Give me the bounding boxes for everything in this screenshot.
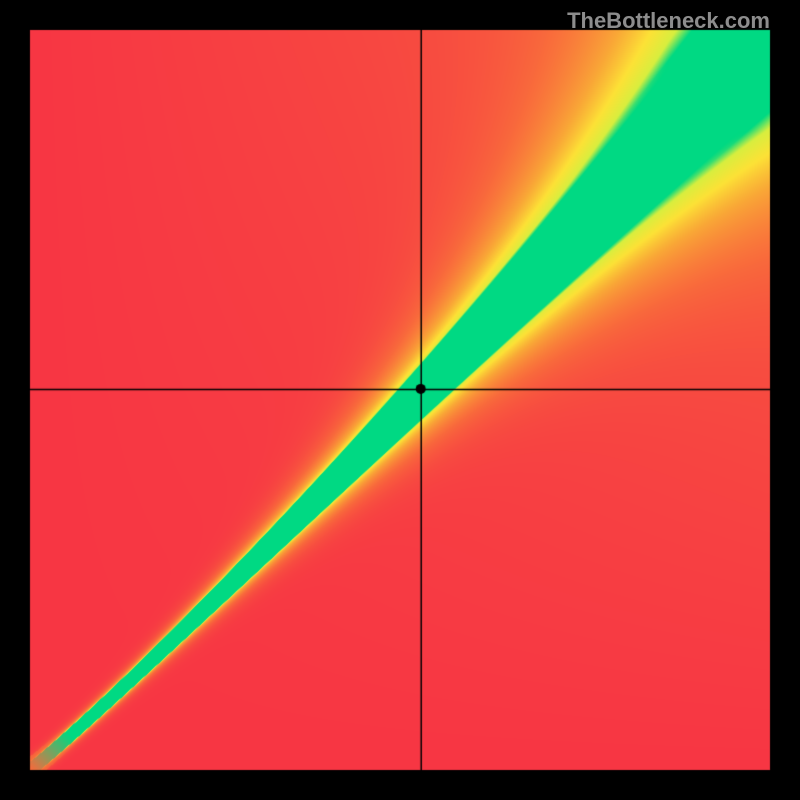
watermark-text: TheBottleneck.com (567, 8, 770, 34)
bottleneck-heatmap (0, 0, 800, 800)
chart-container: TheBottleneck.com (0, 0, 800, 800)
